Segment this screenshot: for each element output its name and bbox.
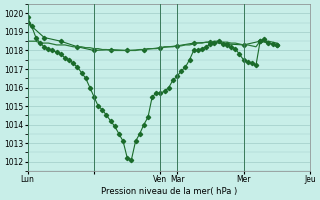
X-axis label: Pression niveau de la mer( hPa ): Pression niveau de la mer( hPa ) [101,187,237,196]
